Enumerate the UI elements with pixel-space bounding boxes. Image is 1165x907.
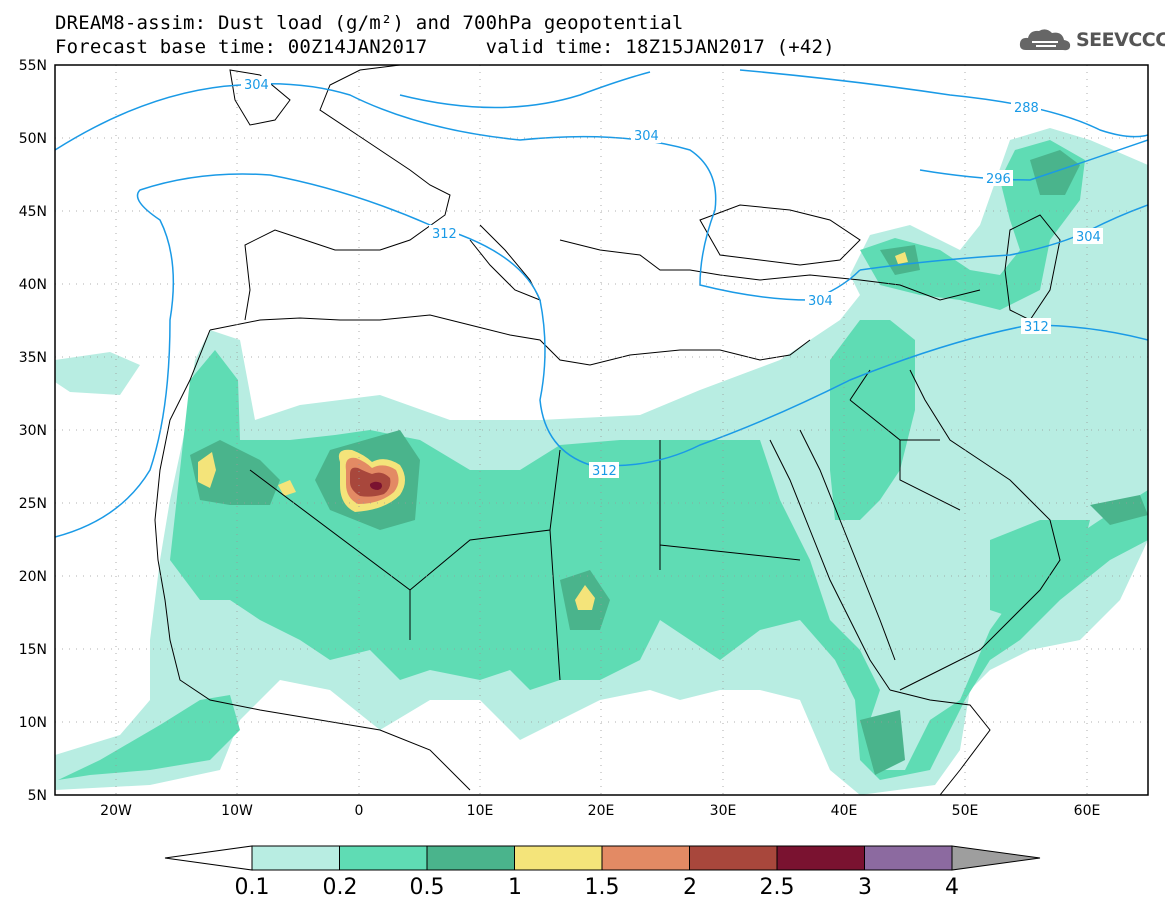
dust-region-medium (58, 695, 240, 780)
colorbar-cell (864, 845, 953, 871)
lat-label: 10N (19, 715, 47, 731)
dust-region-1-1p5 (575, 585, 595, 610)
colorbar-cell (339, 845, 428, 871)
dust-load-shading (55, 128, 1148, 795)
dust-region-1-1p5 (278, 480, 296, 496)
colorbar-cell (601, 845, 690, 871)
coastline-britain (229, 69, 291, 126)
border-mideast (849, 369, 961, 511)
contour-304-north (55, 83, 861, 301)
contour-label: 312 (1024, 320, 1049, 335)
seevccc-logo: SEEVCCC (1018, 26, 1165, 54)
colorbar-label: 1 (508, 875, 522, 900)
dust-region-medium (990, 520, 1090, 620)
map-frame (54, 64, 1149, 796)
coastline-black-sea (699, 204, 861, 266)
dust-region-high (860, 710, 905, 775)
lat-label: 30N (19, 423, 47, 439)
lat-label: 45N (19, 204, 47, 220)
coastline-west-africa (154, 329, 471, 791)
contour-label: 312 (432, 227, 457, 242)
colorbar-label: 3 (858, 875, 872, 900)
colorbar-arrow-left (164, 845, 253, 871)
lat-label: 20N (19, 569, 47, 585)
contour-labels: 304 288 304 296 312 304 304 312 312 (241, 76, 1103, 479)
contour-312 (55, 173, 1148, 538)
lon-label: 50E (952, 803, 979, 819)
colorbar-cell (251, 845, 340, 871)
graticule (55, 65, 1148, 795)
lat-label: 15N (19, 642, 47, 658)
colorbar-label: 4 (945, 875, 959, 900)
colorbar-cell (776, 845, 865, 871)
lon-label: 10W (221, 803, 253, 819)
lat-label: 40N (19, 277, 47, 293)
lon-label: 20E (588, 803, 615, 819)
colorbar-label: 0.1 (235, 875, 270, 900)
dust-region-medium (830, 320, 915, 520)
colorbar-cell (689, 845, 778, 871)
cloud-icon (1019, 29, 1071, 51)
colorbar-label: 0.5 (410, 875, 445, 900)
lat-label: 35N (19, 350, 47, 366)
lon-label: 40E (831, 803, 858, 819)
dust-region-1-1p5 (198, 452, 216, 488)
coastline-iberia-europe (244, 65, 451, 321)
contour-label: 312 (592, 464, 617, 479)
lon-label: 30E (710, 803, 737, 819)
geographic-boundaries (154, 65, 1061, 795)
lat-label: 5N (28, 788, 47, 804)
lon-label: 60E (1074, 803, 1101, 819)
lat-label: 50N (19, 131, 47, 147)
coastline-italy (469, 224, 542, 301)
coastline-arabia (899, 369, 1061, 691)
lat-label: 55N (19, 58, 47, 74)
dust-region-light (55, 352, 140, 395)
contour-label: 304 (244, 78, 269, 93)
contour-label: 304 (634, 129, 659, 144)
colorbar-cell (514, 845, 603, 871)
lon-label: 20W (100, 803, 132, 819)
map-title: DREAM8-assim: Dust load (g/m²) and 700hP… (55, 12, 684, 34)
dust-region-high (1090, 495, 1148, 525)
latitude-axis: 55N 50N 45N 40N 35N 30N 25N 20N 15N 10N … (19, 58, 47, 804)
contour-304-east (859, 204, 1148, 271)
geopotential-contours (55, 69, 1148, 538)
coastline-north-africa (209, 314, 811, 366)
colorbar-legend: 0.1 0.2 0.5 1 1.5 2 2.5 3 4 (164, 845, 1041, 900)
contour-label: 296 (986, 172, 1011, 187)
border-sahara (249, 440, 801, 681)
logo-text: SEEVCCC (1076, 29, 1165, 51)
dust-region-2p5-3 (370, 481, 382, 490)
contour-label: 288 (1014, 101, 1039, 116)
coastline-red-sea (769, 429, 896, 691)
coastline-caspian (1004, 214, 1061, 321)
coastline-horn-africa (889, 689, 991, 795)
colorbar-label: 2.5 (760, 875, 795, 900)
dust-region-high (1030, 150, 1080, 195)
contour-label: 304 (1076, 230, 1101, 245)
contour-288 (399, 69, 1148, 138)
coastline-balkans-turkey (559, 239, 981, 301)
colorbar-label: 2 (683, 875, 697, 900)
lat-label: 25N (19, 496, 47, 512)
forecast-time-line: Forecast base time: 00Z14JAN2017 valid t… (55, 36, 835, 58)
contour-296 (919, 139, 1148, 181)
colorbar-label: 0.2 (323, 875, 358, 900)
longitude-axis: 20W 10W 0 10E 20E 30E 40E 50E 60E (100, 803, 1100, 819)
colorbar-cell (426, 845, 515, 871)
dust-region-1-1p5 (895, 252, 908, 264)
colorbar-label: 1.5 (585, 875, 620, 900)
contour-label: 304 (808, 294, 833, 309)
lon-label: 0 (355, 803, 364, 819)
dust-region-2-2p5 (350, 467, 391, 497)
lon-label: 10E (467, 803, 494, 819)
colorbar-arrow-right (951, 845, 1041, 871)
